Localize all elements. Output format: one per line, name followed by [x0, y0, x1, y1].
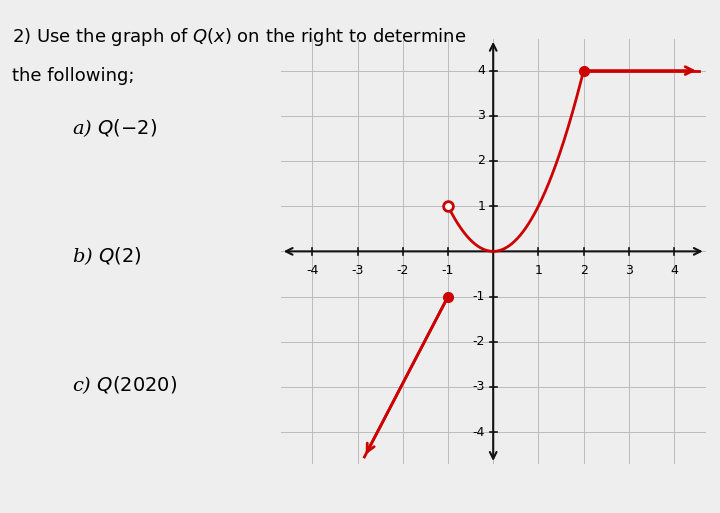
- Text: b) $Q(2)$: b) $Q(2)$: [72, 246, 142, 267]
- Text: -3: -3: [351, 264, 364, 277]
- Text: 1: 1: [477, 200, 485, 213]
- Text: -4: -4: [306, 264, 319, 277]
- Text: 2) Use the graph of $Q(x)$ on the right to determine: 2) Use the graph of $Q(x)$ on the right …: [12, 26, 466, 48]
- Text: -4: -4: [473, 426, 485, 439]
- Text: -2: -2: [397, 264, 409, 277]
- Text: 1: 1: [534, 264, 542, 277]
- Text: 4: 4: [670, 264, 678, 277]
- Text: 2: 2: [580, 264, 588, 277]
- Text: -1: -1: [442, 264, 454, 277]
- Text: -1: -1: [473, 290, 485, 303]
- Text: -2: -2: [473, 336, 485, 348]
- Text: a) $Q(-2)$: a) $Q(-2)$: [72, 117, 157, 139]
- Text: 4: 4: [477, 64, 485, 77]
- Text: -3: -3: [473, 381, 485, 393]
- Text: c) $Q(2020)$: c) $Q(2020)$: [72, 374, 177, 396]
- Text: 3: 3: [625, 264, 633, 277]
- Text: the following;: the following;: [12, 67, 134, 85]
- Text: 2: 2: [477, 154, 485, 167]
- Text: 3: 3: [477, 109, 485, 122]
